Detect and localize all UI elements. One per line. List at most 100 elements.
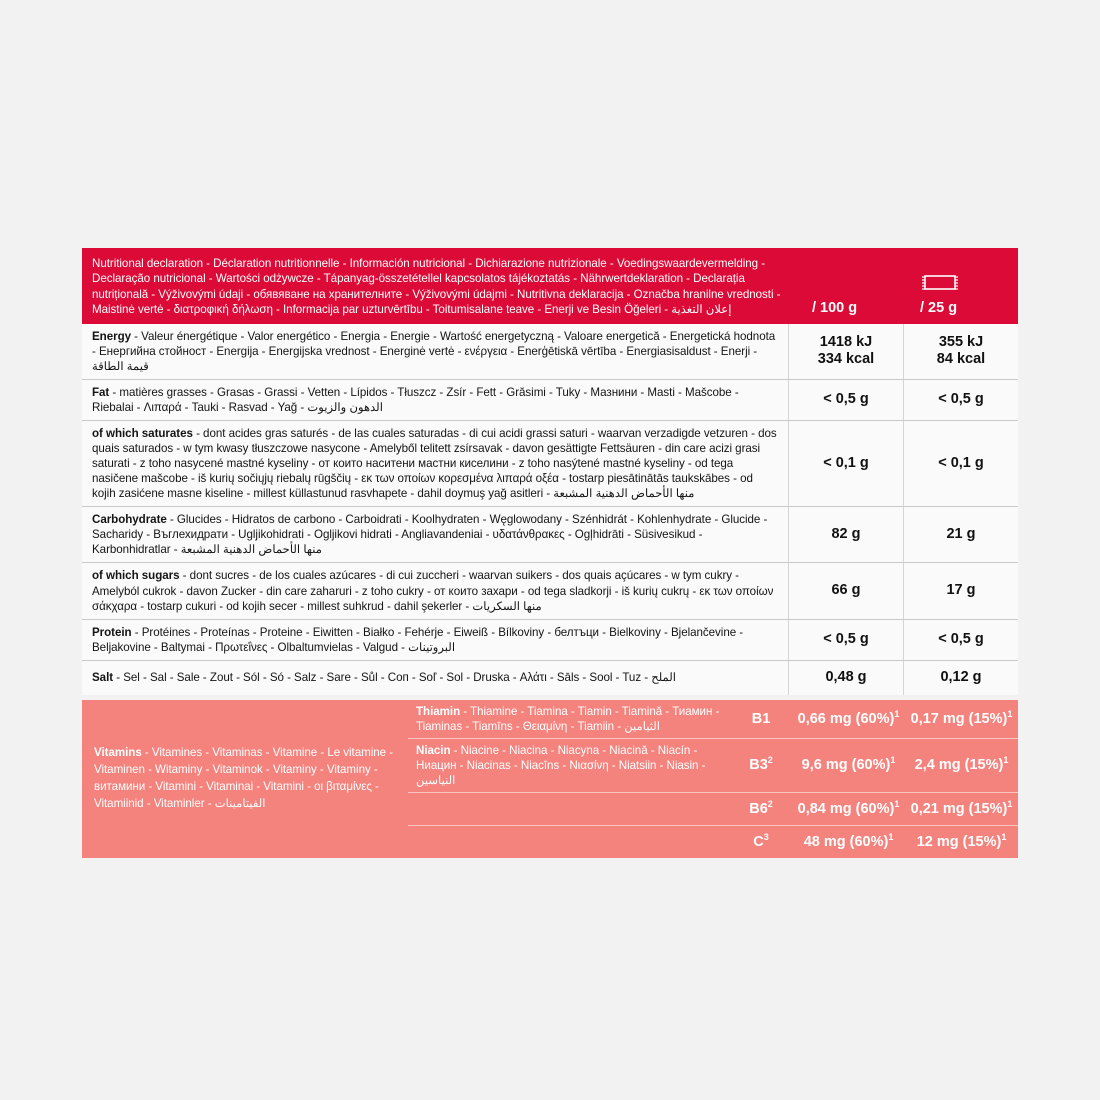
value-per-portion: 17 g <box>903 563 1018 619</box>
vitamin-amount: 2,4 mg (15%) <box>914 757 1004 774</box>
nutrient-name: Protein - Protéines - Proteínas - Protei… <box>82 620 788 660</box>
vitamin-amount-footnote: 1 <box>1001 832 1007 843</box>
nutrient-values: < 0,5 g < 0,5 g <box>788 379 1018 420</box>
vitamin-name <box>408 838 730 846</box>
vitamin-name <box>408 805 730 813</box>
value-per-portion: < 0,5 g <box>903 379 1018 420</box>
nutrient-name: Salt - Sel - Sal - Sale - Zout - Sól - S… <box>82 665 788 690</box>
nutrient-name: of which saturates - dont acides gras sa… <box>82 421 788 506</box>
vitamin-amount-footnote: 1 <box>894 799 900 810</box>
nutrient-values: 82 g 21 g <box>788 507 1018 563</box>
value-per-100g: 1418 kJ 334 kcal <box>789 324 903 379</box>
vitamin-amount: 0,21 mg (15%) <box>910 801 1008 818</box>
nutrient-name-translations: - Valeur énergétique - Valor energético … <box>92 329 776 373</box>
nutrient-name-translations: - dont sucres - de los cuales azúcares -… <box>92 569 774 613</box>
nutrient-name-bold: Energy <box>92 329 132 343</box>
value-per-100g: 82 g <box>831 526 861 542</box>
nutrient-name-bold: Fat <box>92 385 110 399</box>
vitamin-name-bold: Thiamin <box>416 704 461 718</box>
nutrient-name-bold: Carbohydrate <box>92 513 167 527</box>
value-per-portion: 355 kJ 84 kcal <box>903 323 1018 379</box>
table-row: of which sugars - dont sucres - de los c… <box>82 562 1018 619</box>
vitamin-name: Niacin - Niacine - Niacina - Niacyna - N… <box>408 739 730 792</box>
nutrient-values: 1418 kJ 334 kcal 355 kJ 84 kcal <box>788 323 1018 379</box>
table-row: Energy - Valeur énergétique - Valor ener… <box>82 323 1018 379</box>
value-kj: 1418 kJ <box>819 333 873 350</box>
declaration-title: Nutritional declaration - Déclaration nu… <box>92 257 781 317</box>
vitamin-value-per-portion: 0,21 mg (15%)1 <box>905 799 1018 818</box>
vitamin-code-footnote: 2 <box>767 755 773 766</box>
value-per-100g: 0,48 g <box>825 668 867 685</box>
vitamin-code-label: B1 <box>751 710 771 727</box>
vitamin-code-label: B3 <box>749 757 768 774</box>
table-row: Salt - Sel - Sal - Sale - Zout - Sól - S… <box>82 659 1018 695</box>
vitamin-code-label: C <box>753 834 764 851</box>
nutrient-values: 66 g 17 g <box>788 563 1018 619</box>
vitamin-amount-footnote: 1 <box>1007 799 1013 810</box>
nutrient-name-bold: Protein <box>92 625 132 639</box>
table-row: Thiamin - Thiamine - Tiamina - Tiamin - … <box>408 700 1018 739</box>
energy-bar-icon <box>922 274 958 290</box>
value-per-portion: < 0,5 g <box>903 619 1018 660</box>
vitamin-code: B1 <box>730 711 792 727</box>
table-row: of which saturates - dont acides gras sa… <box>82 419 1018 507</box>
vitamin-amount-footnote: 1 <box>888 832 894 843</box>
value-per-portion: < 0,1 g <box>903 420 1018 507</box>
table-row: Protein - Protéines - Proteínas - Protei… <box>82 618 1018 660</box>
vitamin-name-translations: - Thiamine - Tiamina - Tiamin - Tiamină … <box>416 704 720 733</box>
nutrition-label: Nutritional declaration - Déclaration nu… <box>82 248 1018 859</box>
nutrient-values: 0,48 g 0,12 g <box>788 660 1018 695</box>
vitamins-label: Vitamins - Vitamines - Vitaminas - Vitam… <box>82 700 408 858</box>
vitamin-amount-footnote: 1 <box>890 755 896 766</box>
nutrient-name-translations: - matières grasses - Grasas - Grassi - V… <box>92 385 739 414</box>
vitamin-name: Thiamin - Thiamine - Tiamina - Tiamin - … <box>408 700 730 738</box>
table-row: Carbohydrate - Glucides - Hidratos de ca… <box>82 506 1018 563</box>
vitamin-value-per-100g: 9,6 mg (60%)1 <box>792 755 905 774</box>
vitamins-rows: Thiamin - Thiamine - Tiamina - Tiamin - … <box>408 700 1018 858</box>
label-header: Nutritional declaration - Déclaration nu… <box>82 248 1018 324</box>
nutrient-values: < 0,1 g < 0,1 g <box>788 420 1018 507</box>
vitamins-section: Vitamins - Vitamines - Vitaminas - Vitam… <box>82 699 1018 859</box>
vitamin-amount: 48 mg (60%) <box>803 834 889 851</box>
nutrient-name-translations: - dont acides gras saturés - de las cual… <box>92 426 777 501</box>
nutrient-name-bold: Salt <box>92 671 114 685</box>
nutrient-values: < 0,5 g < 0,5 g <box>788 619 1018 660</box>
nutrient-name: Carbohydrate - Glucides - Hidratos de ca… <box>82 507 788 562</box>
vitamin-amount: 0,84 mg (60%) <box>797 801 895 818</box>
nutrient-name: Energy - Valeur énergétique - Valor ener… <box>82 324 788 379</box>
vitamin-amount-footnote: 1 <box>1007 708 1013 719</box>
header-column-100g: / 100 g <box>812 299 858 316</box>
value-per-portion: 0,12 g <box>903 660 1018 695</box>
vitamin-code: C3 <box>730 832 792 851</box>
vitamin-code: B62 <box>730 799 792 818</box>
vitamin-amount: 0,17 mg (15%) <box>910 710 1008 727</box>
value-per-100g: 66 g <box>831 582 861 599</box>
nutrient-name-bold: of which saturates <box>92 426 193 440</box>
value-kcal: 334 kcal <box>817 351 875 368</box>
vitamins-label-translations: - Vitamines - Vitaminas - Vitamine - Le … <box>94 746 394 810</box>
value-per-100g: < 0,1 g <box>823 454 869 471</box>
nutrient-name: Fat - matières grasses - Grasas - Grassi… <box>82 380 788 420</box>
value-per-100g: < 0,5 g <box>823 391 869 408</box>
vitamin-code: B32 <box>730 755 792 774</box>
vitamin-name-translations: - Niacine - Niacina - Niacyna - Niacină … <box>416 743 706 787</box>
vitamins-label-bold: Vitamins <box>94 746 142 760</box>
header-column-portion-label: / 25 g <box>920 299 958 316</box>
vitamin-value-per-portion: 2,4 mg (15%)1 <box>905 756 1018 774</box>
nutrient-name-translations: - Glucides - Hidratos de carbono - Carbo… <box>92 513 768 557</box>
vitamin-value-per-portion: 0,17 mg (15%)1 <box>905 708 1018 727</box>
table-row: B62 0,84 mg (60%)1 0,21 mg (15%)1 <box>408 793 1018 827</box>
value-kj: 355 kJ <box>938 333 984 350</box>
vitamin-amount: 9,6 mg (60%) <box>801 757 891 774</box>
vitamin-value-per-100g: 0,84 mg (60%)1 <box>792 799 905 818</box>
nutrient-name-translations: - Protéines - Proteínas - Proteine - Eiw… <box>92 625 744 654</box>
vitamin-value-per-portion: 12 mg (15%)1 <box>905 832 1018 850</box>
nutrient-name: of which sugars - dont sucres - de los c… <box>82 563 788 618</box>
vitamin-value-per-100g: 48 mg (60%)1 <box>792 832 905 851</box>
vitamin-code-label: B6 <box>749 801 768 818</box>
vitamin-code-footnote: 2 <box>767 799 773 810</box>
nutrient-rows: Energy - Valeur énergétique - Valor ener… <box>82 323 1018 695</box>
table-row: C3 48 mg (60%)1 12 mg (15%)1 <box>408 826 1018 858</box>
vitamin-code-footnote: 3 <box>763 832 769 843</box>
vitamin-value-per-100g: 0,66 mg (60%)1 <box>792 709 905 726</box>
